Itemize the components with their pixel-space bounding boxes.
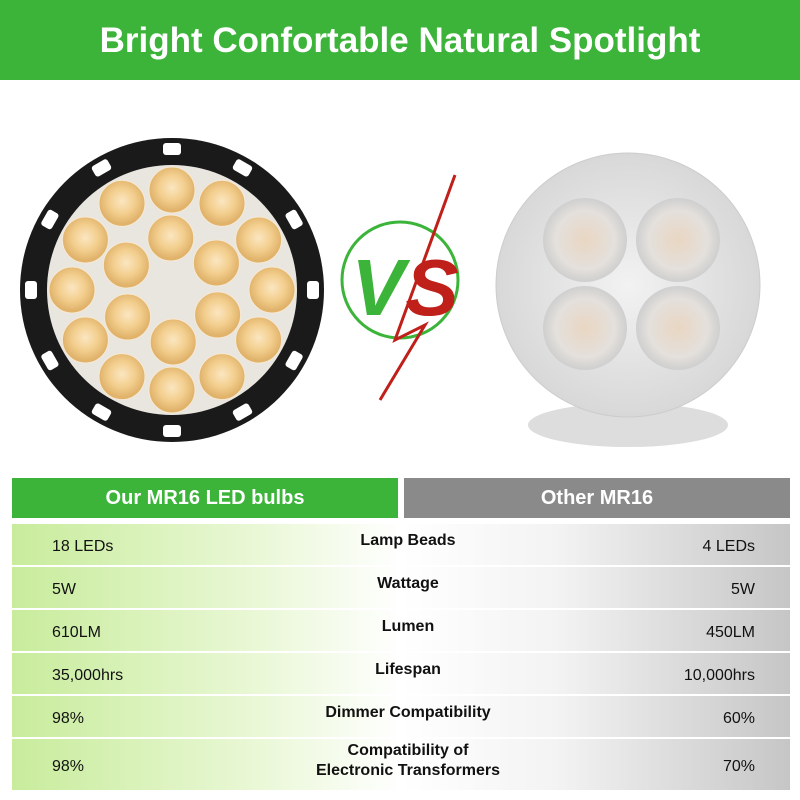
bezel-notch: [41, 209, 59, 230]
bezel-notch: [232, 159, 253, 177]
vs-v: V: [351, 243, 410, 332]
spec-label: Lumen: [381, 617, 435, 635]
our-value: 35,000hrs: [52, 666, 124, 684]
led-bead: [61, 316, 109, 364]
bezel-notch: [91, 159, 112, 177]
our-bulb: [20, 138, 324, 442]
led-bead: [198, 179, 246, 227]
col-header-ours: Our MR16 LED bulbs: [12, 478, 398, 518]
led-bead: [48, 266, 96, 314]
spec-label: Dimmer Compatibility: [325, 703, 491, 721]
bolt: [378, 174, 457, 401]
led-bead: [148, 366, 196, 414]
led-bead: [102, 241, 150, 289]
other-value: 5W: [731, 580, 755, 598]
other-value: 70%: [722, 757, 755, 775]
title-bar: Bright Confortable Natural Spotlight: [0, 0, 800, 80]
shadow: [528, 403, 728, 447]
led-bead: [104, 293, 152, 341]
led-bead: [61, 216, 109, 264]
other-value: 60%: [722, 709, 755, 727]
led-bead: [98, 353, 146, 401]
bezel-notch: [41, 350, 59, 371]
vs-s: S: [405, 243, 458, 332]
our-value: 98%: [52, 757, 85, 775]
bezel-notch: [163, 425, 181, 437]
led-bead: [235, 216, 283, 264]
spec-row: 98% Compatibility of Electronic Transform…: [12, 737, 790, 790]
our-value: 5W: [52, 580, 76, 598]
lens: [543, 198, 627, 282]
lens: [636, 286, 720, 370]
led-bead: [147, 214, 195, 262]
lens-face: [47, 165, 297, 415]
spec-label: Lamp Beads: [360, 531, 456, 549]
led-bead: [149, 318, 197, 366]
led-bead: [194, 291, 242, 339]
spec-row: 35,000hrs Lifespan 10,000hrs: [12, 651, 790, 694]
our-value: 18 LEDs: [52, 537, 114, 555]
bezel-notch: [163, 143, 181, 155]
lens: [543, 286, 627, 370]
led-bead: [248, 266, 296, 314]
spec-row: 5W Wattage 5W: [12, 565, 790, 608]
bezel-notch: [25, 281, 37, 299]
led-bead: [192, 239, 240, 287]
other-value: 450LM: [706, 623, 755, 641]
bezel-notch: [91, 403, 112, 421]
spec-label: Lifespan: [375, 660, 441, 678]
our-value: 610LM: [52, 623, 101, 641]
product-art: V S: [20, 138, 761, 447]
spec-row: 98% Dimmer Compatibility 60%: [12, 694, 790, 737]
our-value: 98%: [52, 709, 85, 727]
bezel-notch: [307, 281, 319, 299]
spec-label: Wattage: [377, 574, 439, 592]
other-bulb: [495, 152, 761, 447]
bezel-notch: [232, 403, 253, 421]
bezel-notch: [285, 209, 303, 230]
other-face: [495, 152, 761, 418]
other-value: 10,000hrs: [683, 666, 755, 684]
spec-row: 18 LEDs Lamp Beads 4 LEDs: [12, 522, 790, 565]
col-header-other: Other MR16: [404, 478, 790, 518]
lens: [636, 198, 720, 282]
other-value: 4 LEDs: [702, 537, 755, 555]
spec-row: 610LM Lumen 450LM: [12, 608, 790, 651]
led-bead: [98, 179, 146, 227]
spec-label: Compatibility of Electronic Transformers: [315, 741, 501, 779]
bezel-notch: [285, 350, 303, 371]
led-bead: [148, 166, 196, 214]
led-bead: [198, 353, 246, 401]
vs-badge: V S: [340, 174, 460, 401]
led-bead: [235, 316, 283, 364]
